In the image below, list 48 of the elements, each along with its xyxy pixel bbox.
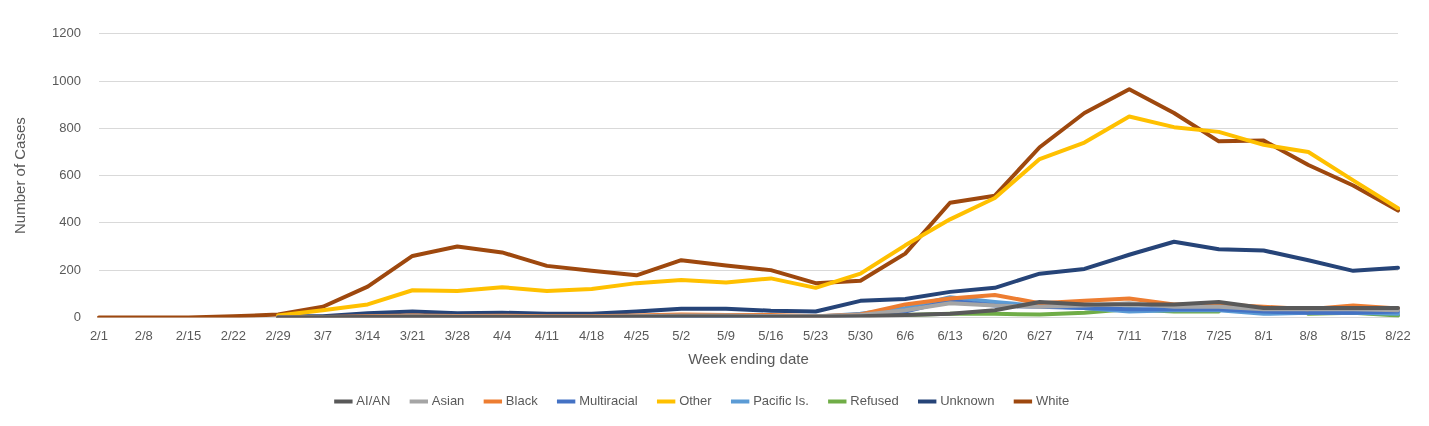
x-tick-label: 6/13 <box>937 327 963 343</box>
x-tick-label: 6/6 <box>896 327 915 343</box>
x-tick-label: 7/25 <box>1206 327 1232 343</box>
x-tick-label: 5/9 <box>717 327 736 343</box>
x-tick-label: 5/23 <box>803 327 829 343</box>
x-tick-label: 8/8 <box>1299 327 1318 343</box>
legend-label: White <box>1035 393 1070 409</box>
x-tick-label: 3/7 <box>313 327 332 343</box>
x-tick-label: 3/14 <box>355 327 381 343</box>
x-tick-label: 3/28 <box>444 327 470 343</box>
x-tick-label: 2/22 <box>220 327 246 343</box>
x-tick-label: 8/1 <box>1254 327 1273 343</box>
y-axis-title: Number of Cases <box>11 117 29 234</box>
x-tick-label: 6/20 <box>982 327 1008 343</box>
y-tick-label: 200 <box>59 261 81 277</box>
legend-label: AI/AN <box>356 393 391 409</box>
legend-label: Asian <box>431 393 465 409</box>
x-tick-label: 7/18 <box>1161 327 1187 343</box>
x-tick-label: 5/16 <box>758 327 784 343</box>
y-tick-label: 400 <box>59 214 81 230</box>
x-tick-label: 4/11 <box>534 327 560 343</box>
legend-label: Multiracial <box>579 393 638 409</box>
legend-label: Black <box>505 393 539 409</box>
x-tick-label: 2/15 <box>175 327 202 343</box>
x-tick-label: 6/27 <box>1026 327 1053 343</box>
x-tick-label: 7/4 <box>1075 327 1094 343</box>
legend-label: Pacific Is. <box>753 393 809 409</box>
y-tick-label: 1200 <box>52 25 81 41</box>
legend-label: Other <box>679 393 713 409</box>
x-axis-title: Week ending date <box>688 350 809 368</box>
x-tick-label: 5/30 <box>847 327 874 343</box>
x-tick-label: 7/11 <box>1117 327 1142 343</box>
y-tick-label: 0 <box>73 308 81 324</box>
x-tick-label: 8/15 <box>1340 327 1366 343</box>
y-tick-label: 800 <box>59 119 81 135</box>
x-tick-label: 3/21 <box>399 327 426 343</box>
legend-label: Unknown <box>940 393 995 409</box>
x-tick-label: 2/1 <box>89 327 108 343</box>
x-tick-label: 8/22 <box>1385 327 1411 343</box>
x-tick-label: 4/25 <box>623 327 650 343</box>
y-tick-label: 1000 <box>52 72 81 88</box>
y-tick-label: 600 <box>59 167 81 183</box>
x-tick-label: 2/8 <box>134 327 153 343</box>
x-tick-label: 4/4 <box>493 327 512 343</box>
legend-label: Refused <box>850 393 899 409</box>
x-tick-label: 2/29 <box>265 327 291 343</box>
x-tick-label: 4/18 <box>579 327 605 343</box>
x-tick-label: 5/2 <box>672 327 691 343</box>
